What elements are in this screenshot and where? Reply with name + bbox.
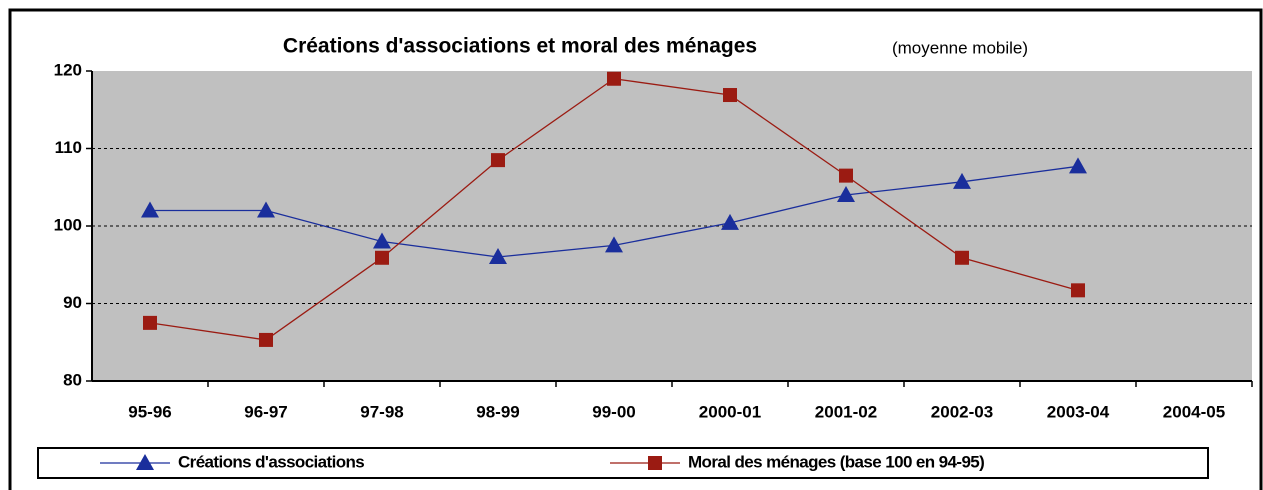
y-tick-label: 80 [63, 370, 82, 389]
marker [953, 172, 971, 189]
x-tick-label: 2001-02 [815, 402, 877, 421]
x-tick-label: 96-97 [244, 402, 287, 421]
x-tick-label: 95-96 [128, 402, 171, 421]
marker [1071, 283, 1085, 298]
legend-label: Créations d'associations [178, 452, 364, 471]
x-tick-label: 99-00 [592, 402, 635, 421]
legend-marker [136, 454, 154, 470]
x-tick-label: 2000-01 [699, 402, 761, 421]
marker [491, 153, 505, 168]
marker [607, 71, 621, 86]
marker [257, 201, 275, 218]
marker [143, 315, 157, 330]
marker [489, 248, 507, 264]
y-tick-label: 90 [63, 293, 82, 312]
x-tick-label: 2003-04 [1047, 402, 1110, 421]
marker [723, 88, 737, 103]
y-tick-label: 110 [55, 138, 82, 157]
x-tick-label: 2004-05 [1163, 402, 1225, 421]
marker [375, 250, 389, 265]
x-tick-label: 98-99 [476, 402, 519, 421]
marker [605, 236, 623, 253]
y-tick-label: 120 [54, 60, 82, 79]
y-tick-label: 100 [54, 215, 82, 234]
marker [721, 213, 739, 230]
marker [955, 250, 969, 265]
chart-frame [8, 8, 1263, 490]
marker [839, 168, 853, 183]
marker [373, 232, 391, 249]
legend-label: Moral des ménages (base 100 en 94-95) [688, 452, 984, 471]
x-tick-label: 2002-03 [931, 402, 993, 421]
chart-title: Créations d'associations et moral des mé… [283, 35, 757, 58]
marker [1069, 157, 1087, 174]
legend-marker [648, 456, 662, 470]
marker [141, 201, 159, 218]
x-tick-label: 97-98 [360, 402, 403, 421]
marker [259, 332, 273, 347]
marker [837, 186, 855, 202]
chart-subtitle: (moyenne mobile) [892, 38, 1028, 57]
